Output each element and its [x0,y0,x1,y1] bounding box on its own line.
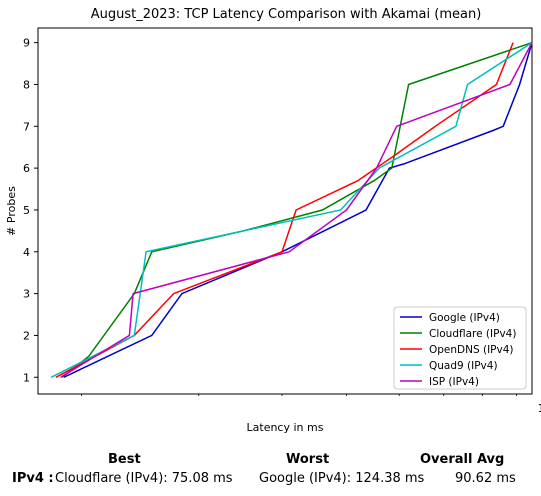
summary-best-value: Cloudflare (IPv4): 75.08 ms [55,471,233,486]
summary-best-header: Best [108,452,141,467]
y-tick-label-2: 2 [23,329,30,342]
legend-box [393,306,527,390]
y-tick-label-5: 5 [23,204,30,217]
series-line-1 [63,42,533,378]
y-tick-label-9: 9 [23,37,30,50]
legend-label-2: Cloudflare (IPv4) [429,328,516,340]
legend-label-3: OpenDNS (IPv4) [429,344,514,356]
y-axis-label: # Probes [5,186,18,236]
axis-layer: 1 2 3 4 5 6 7 8 9 10² [23,37,541,415]
series-line-3 [55,42,514,378]
summary-avg-header: Overall Avg [420,452,505,467]
series-layer [50,41,533,378]
legend: Google (IPv4) Cloudflare (IPv4) OpenDNS (I… [393,306,527,390]
legend-label-1: Google (IPv4) [429,312,500,324]
y-tick-label-8: 8 [23,78,30,91]
plot-frame [37,27,533,395]
y-tick-label-6: 6 [23,162,30,175]
series-line-4 [50,41,533,378]
chart-title: August_2023: TCP Latency Comparison with… [91,7,482,22]
series-line-5 [60,42,533,378]
summary-worst-header: Worst [286,452,330,467]
y-tick-label-7: 7 [23,120,30,133]
latency-line-chart: August_2023: TCP Latency Comparison with… [5,7,541,434]
y-tick-label-4: 4 [23,246,30,259]
y-tick-label-1: 1 [23,371,30,384]
summary-avg-value: 90.62 ms [455,471,516,486]
summary-row-label: IPv4 : [12,471,54,486]
x-tick-label-100: 10² [538,402,541,415]
legend-label-5: ISP (IPv4) [429,376,479,388]
summary-worst-value: Google (IPv4): 124.38 ms [259,471,425,486]
series-line-2 [61,41,533,378]
y-tick-label-3: 3 [23,288,30,301]
x-axis-label: Latency in ms [247,421,324,434]
legend-label-4: Quad9 (IPv4) [429,360,498,372]
